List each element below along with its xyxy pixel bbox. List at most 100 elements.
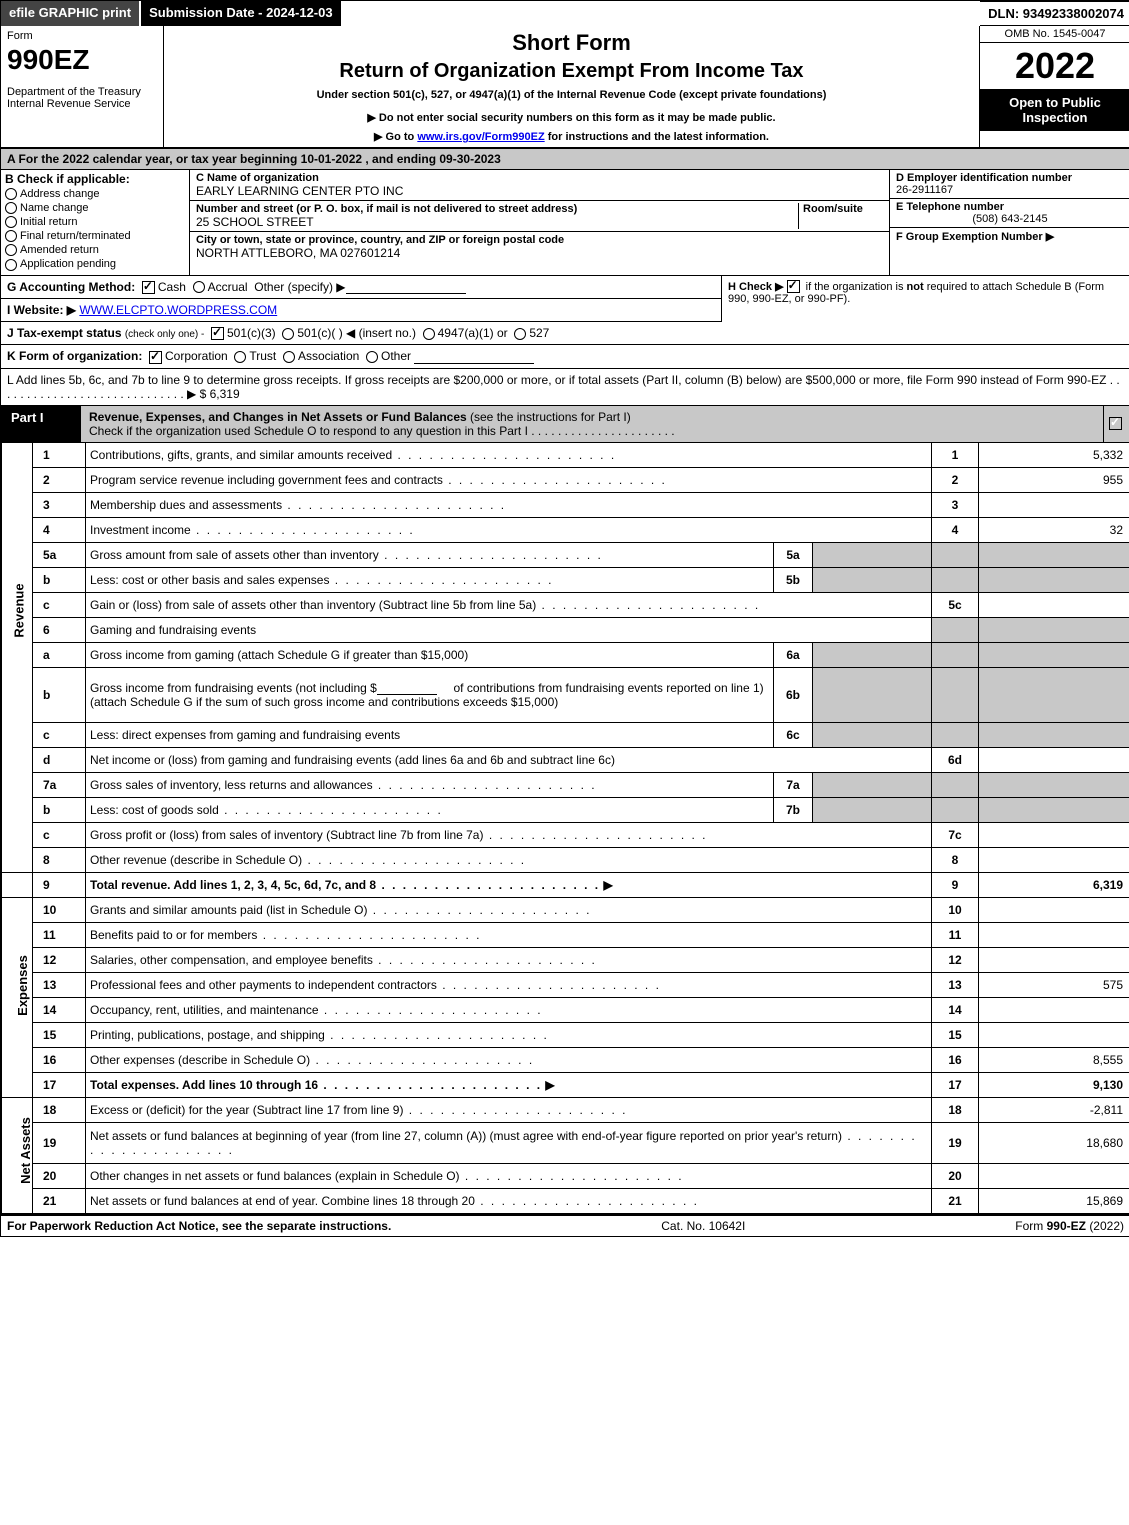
g-label: G Accounting Method: — [7, 280, 135, 294]
line-5a: 5a Gross amount from sale of assets othe… — [2, 542, 1129, 567]
k-assoc-radio[interactable] — [283, 351, 295, 363]
j-501c3-checkbox[interactable] — [211, 327, 224, 340]
line-9: 9 Total revenue. Add lines 1, 2, 3, 4, 5… — [2, 872, 1129, 897]
cash-checkbox[interactable] — [142, 281, 155, 294]
line-6a: a Gross income from gaming (attach Sched… — [2, 642, 1129, 667]
header-right: OMB No. 1545-0047 2022 Open to Public In… — [979, 26, 1129, 147]
b-opt-address[interactable]: Address change — [5, 188, 185, 200]
section-c: C Name of organization EARLY LEARNING CE… — [190, 170, 890, 275]
line-5b: b Less: cost or other basis and sales ex… — [2, 567, 1129, 592]
street-box: Number and street (or P. O. box, if mail… — [190, 201, 889, 232]
footer-cat: Cat. No. 10642I — [661, 1219, 745, 1233]
line1-desc: Contributions, gifts, grants, and simila… — [86, 442, 932, 467]
j-501c-radio[interactable] — [282, 328, 294, 340]
b-opt-amended[interactable]: Amended return — [5, 244, 185, 256]
k-label: K Form of organization: — [7, 349, 142, 363]
omb-number: OMB No. 1545-0047 — [980, 26, 1129, 43]
k-other-radio[interactable] — [366, 351, 378, 363]
open-to-public: Open to Public Inspection — [980, 89, 1129, 131]
line-6c: c Less: direct expenses from gaming and … — [2, 722, 1129, 747]
city-box: City or town, state or province, country… — [190, 232, 889, 262]
dln-number: DLN: 93492338002074 — [980, 1, 1129, 26]
line-12: 12 Salaries, other compensation, and emp… — [2, 947, 1129, 972]
j-small: (check only one) - — [125, 329, 204, 340]
form-990ez-page: efile GRAPHIC print Submission Date - 20… — [0, 0, 1129, 1237]
section-g: G Accounting Method: Cash Accrual Other … — [1, 276, 721, 299]
footer-right: Form 990-EZ (2022) — [1015, 1219, 1124, 1233]
k-trust-radio[interactable] — [234, 351, 246, 363]
dept-treasury: Department of the Treasury — [7, 86, 157, 98]
topbar-spacer — [343, 1, 981, 26]
ssn-warning: ▶ Do not enter social security numbers o… — [170, 111, 973, 124]
section-h: H Check ▶ if the organization is not req… — [722, 276, 1129, 322]
part1-check-col — [1103, 406, 1129, 442]
ein-value: 26-2911167 — [896, 184, 1124, 196]
h-not: not — [907, 281, 924, 293]
k-assoc: Association — [298, 349, 359, 363]
other-blank[interactable] — [346, 281, 466, 294]
part1-title-box: Revenue, Expenses, and Changes in Net As… — [81, 406, 1103, 442]
form-header: Form 990EZ Department of the Treasury In… — [1, 26, 1129, 149]
line1-amount: 5,332 — [979, 442, 1129, 467]
b-heading: B Check if applicable: — [5, 172, 185, 186]
section-k: K Form of organization: Corporation Trus… — [1, 345, 1129, 368]
section-i: I Website: ▶ WWW.ELCPTO.WORDPRESS.COM — [1, 299, 721, 322]
phone-value: (508) 643-2145 — [896, 213, 1124, 225]
b-opt-final[interactable]: Final return/terminated — [5, 230, 185, 242]
b-opt-name[interactable]: Name change — [5, 202, 185, 214]
h-checkbox[interactable] — [787, 280, 800, 293]
j-4947-radio[interactable] — [423, 328, 435, 340]
accrual-label: Accrual — [208, 280, 248, 294]
goto-suffix: for instructions and the latest informat… — [548, 131, 769, 143]
street-value: 25 SCHOOL STREET — [196, 215, 798, 229]
phone-box: E Telephone number (508) 643-2145 — [890, 199, 1129, 228]
j-527-radio[interactable] — [514, 328, 526, 340]
ein-box: D Employer identification number 26-2911… — [890, 170, 1129, 199]
line-6d: d Net income or (loss) from gaming and f… — [2, 747, 1129, 772]
room-label: Room/suite — [803, 203, 883, 215]
form-number: 990EZ — [7, 44, 157, 76]
under-section: Under section 501(c), 527, or 4947(a)(1)… — [170, 89, 973, 101]
k-trust: Trust — [249, 349, 276, 363]
j-501c: 501(c)( ) ◀ (insert no.) — [297, 326, 416, 340]
irs-link[interactable]: www.irs.gov/Form990EZ — [417, 131, 544, 143]
k-corp: Corporation — [165, 349, 228, 363]
section-b: B Check if applicable: Address change Na… — [1, 170, 190, 275]
part1-check-text: Check if the organization used Schedule … — [89, 424, 675, 438]
city-value: NORTH ATTLEBORO, MA 027601214 — [196, 246, 883, 260]
group-exemption-box: F Group Exemption Number ▶ — [890, 228, 1129, 245]
b-opt-initial[interactable]: Initial return — [5, 216, 185, 228]
part1-sub: (see the instructions for Part I) — [470, 410, 631, 424]
section-d-e-f: D Employer identification number 26-2911… — [890, 170, 1129, 275]
cash-label: Cash — [158, 280, 186, 294]
efile-print-label[interactable]: efile GRAPHIC print — [1, 1, 141, 26]
line-15: 15 Printing, publications, postage, and … — [2, 1022, 1129, 1047]
line1-num: 1 — [33, 442, 86, 467]
org-name-value: EARLY LEARNING CENTER PTO INC — [196, 184, 883, 198]
part1-checkbox[interactable] — [1109, 417, 1122, 430]
section-j: J Tax-exempt status (check only one) - 5… — [1, 322, 1129, 345]
org-name-label: C Name of organization — [196, 172, 883, 184]
ein-label: D Employer identification number — [896, 172, 1124, 184]
part1-title: Revenue, Expenses, and Changes in Net As… — [89, 410, 467, 424]
line-7a: 7a Gross sales of inventory, less return… — [2, 772, 1129, 797]
j-527: 527 — [529, 326, 549, 340]
line-1: Revenue 1 Contributions, gifts, grants, … — [2, 442, 1129, 467]
header-left: Form 990EZ Department of the Treasury In… — [1, 26, 164, 147]
k-corp-checkbox[interactable] — [149, 351, 162, 364]
line-20: 20 Other changes in net assets or fund b… — [2, 1163, 1129, 1188]
line-8: 8 Other revenue (describe in Schedule O)… — [2, 847, 1129, 872]
expenses-sidebar: Expenses — [2, 897, 33, 1097]
header-mid: Short Form Return of Organization Exempt… — [164, 26, 979, 147]
part1-table: Revenue 1 Contributions, gifts, grants, … — [1, 442, 1129, 1214]
return-title: Return of Organization Exempt From Incom… — [170, 60, 973, 83]
line-14: 14 Occupancy, rent, utilities, and maint… — [2, 997, 1129, 1022]
line-3: 3 Membership dues and assessments 3 — [2, 492, 1129, 517]
section-b-to-f: B Check if applicable: Address change Na… — [1, 170, 1129, 276]
website-link[interactable]: WWW.ELCPTO.WORDPRESS.COM — [79, 303, 277, 317]
accrual-radio[interactable] — [193, 281, 205, 293]
k-other-blank[interactable] — [414, 351, 534, 364]
b-opt-pending[interactable]: Application pending — [5, 258, 185, 270]
line1-rnum: 1 — [932, 442, 979, 467]
section-a: A For the 2022 calendar year, or tax yea… — [1, 149, 1129, 170]
